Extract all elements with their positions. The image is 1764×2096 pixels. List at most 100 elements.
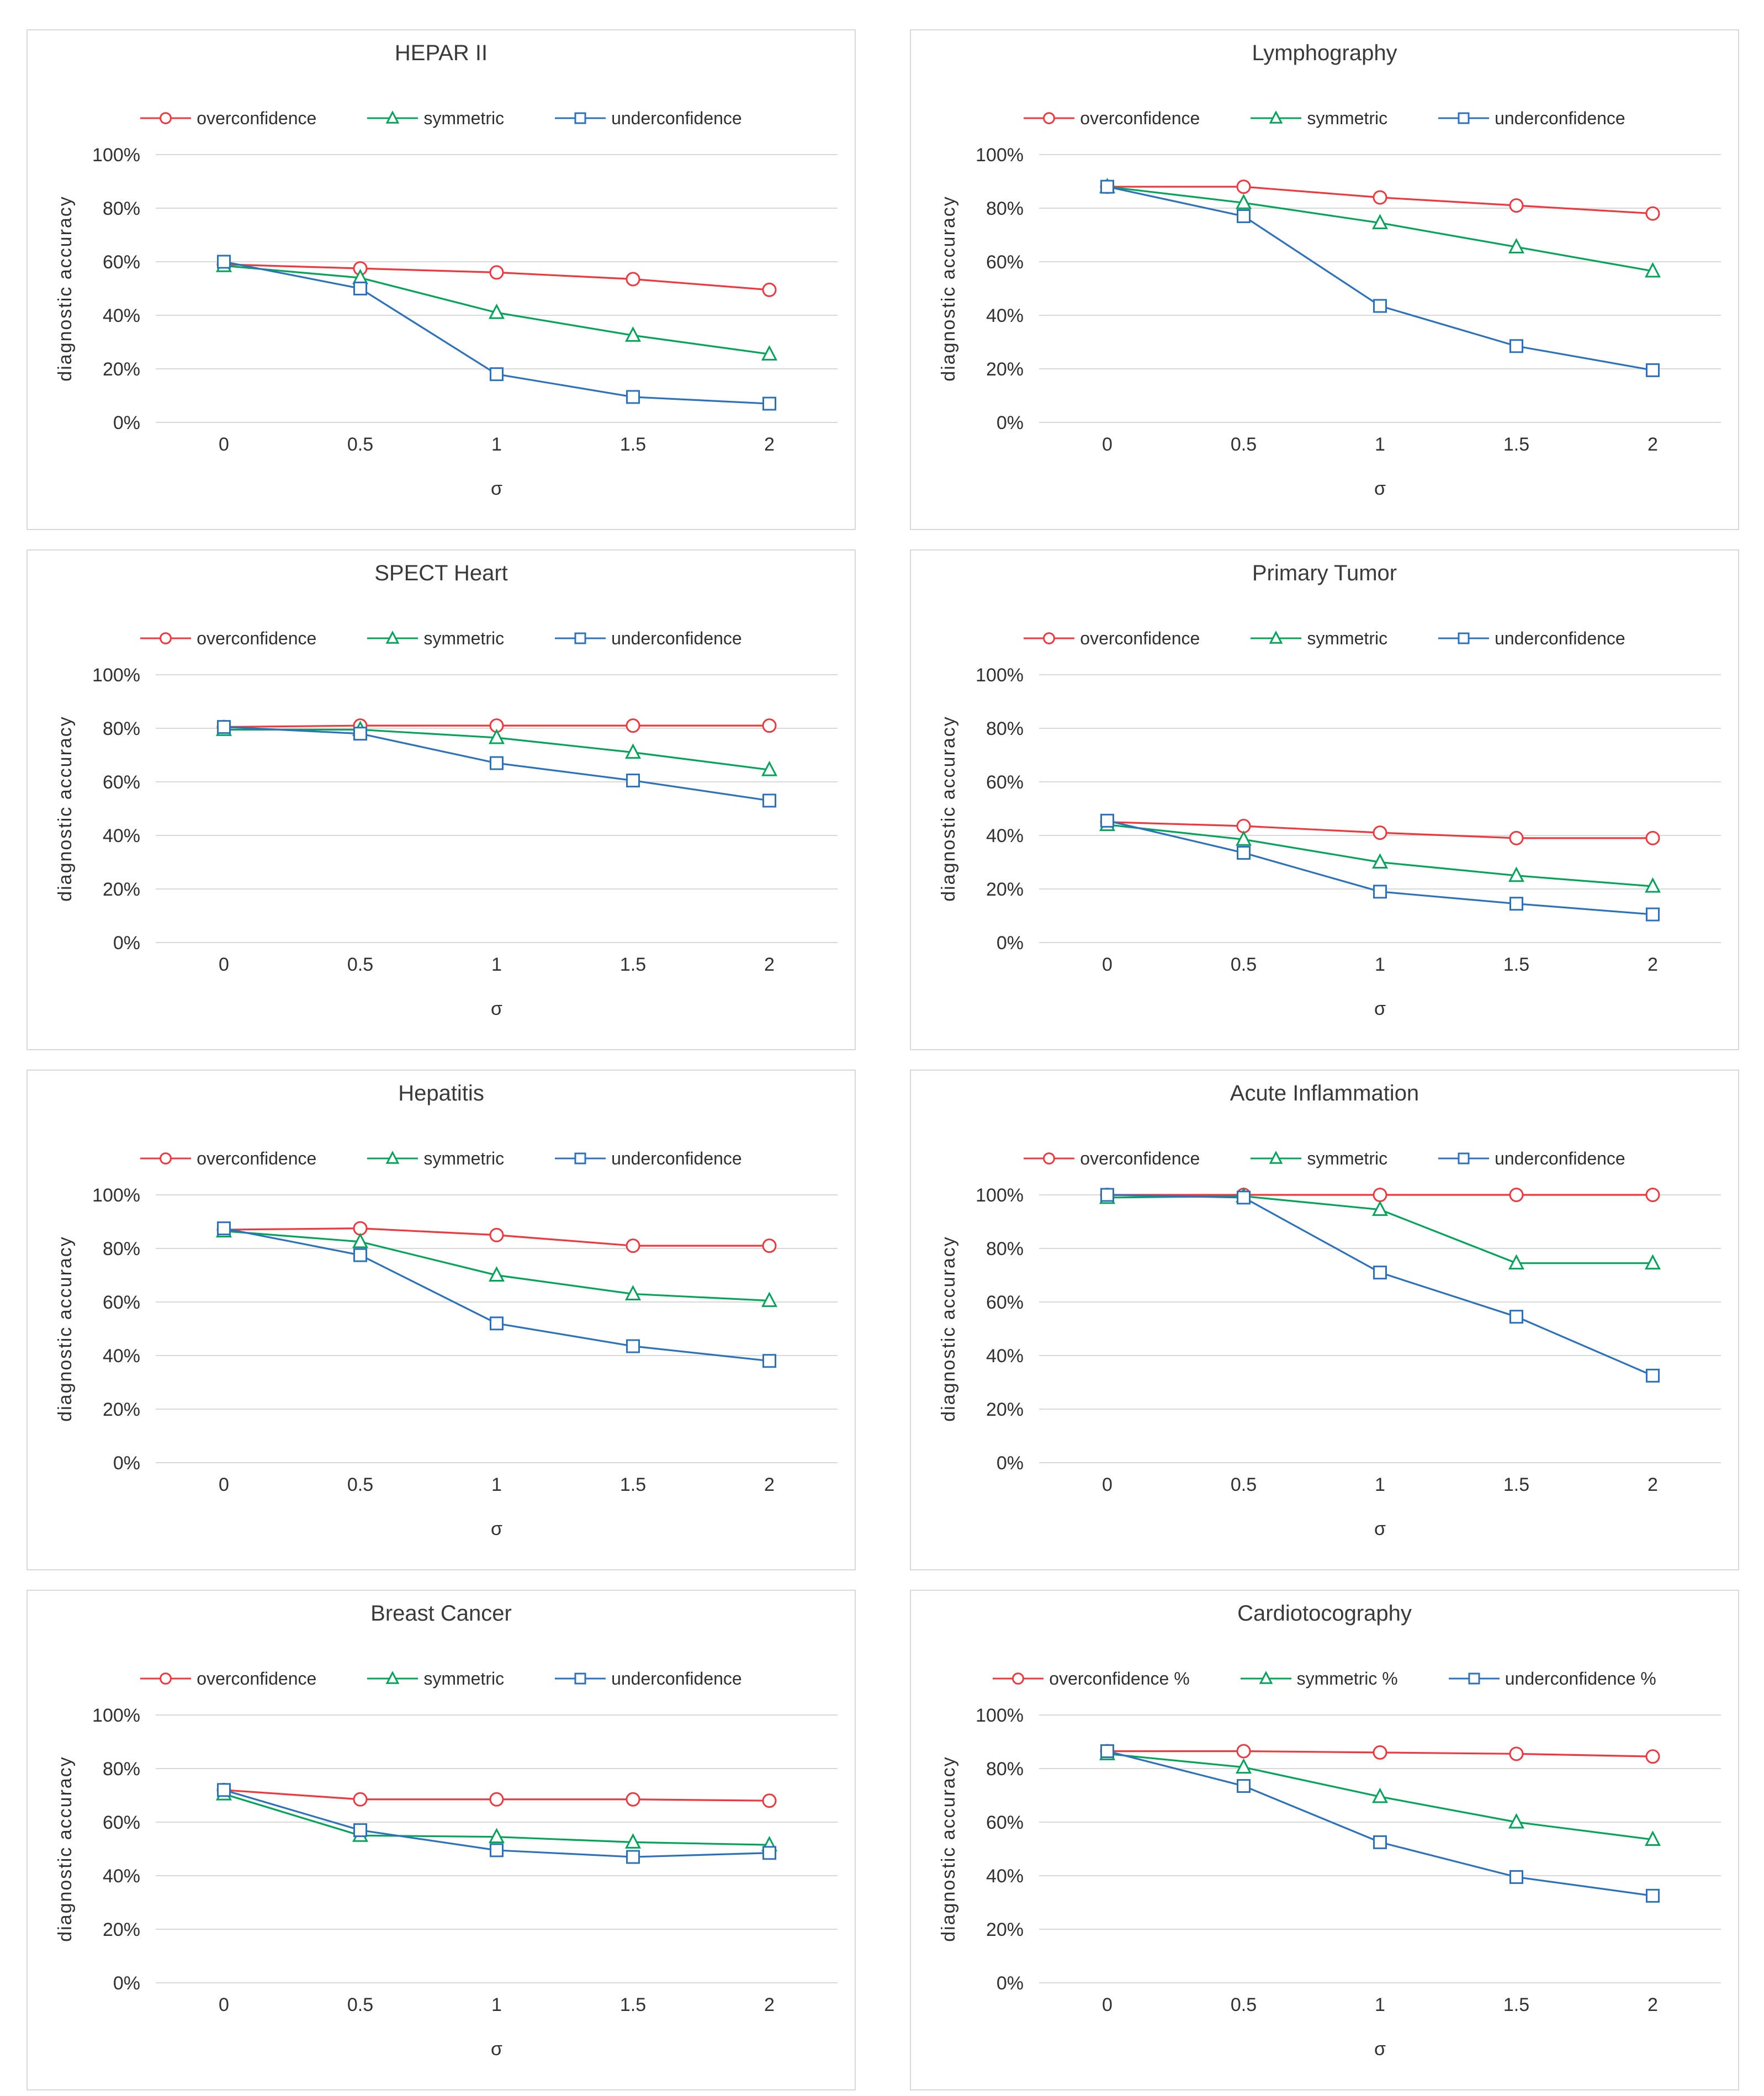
circle-marker-icon (762, 282, 777, 297)
circle-marker-icon (1509, 1746, 1524, 1761)
y-tick-label: 0% (113, 1973, 140, 1994)
plot-area: 100% 80% 60% 40% 20% 0% diagnostic accuracy 0 0.… (938, 1185, 1721, 1539)
legend-swatch (1024, 1152, 1075, 1165)
x-tick-label: 0 (1102, 954, 1113, 975)
legend-label: overconfidence (197, 1668, 317, 1689)
triangle-marker-icon (1372, 1200, 1388, 1216)
legend-label: overconfidence (197, 1148, 317, 1168)
triangle-marker-icon (352, 1232, 368, 1248)
square-marker-icon (1468, 1672, 1480, 1685)
x-axis-title: σ (1374, 1518, 1386, 1539)
square-marker-icon (1646, 907, 1660, 922)
y-tick-label: 60% (103, 1292, 140, 1313)
series-square (217, 255, 776, 411)
chart-legend: overconfidence % symmetric % underconfiden… (911, 1669, 1738, 1689)
triangle-marker-icon (625, 326, 641, 342)
chart-panel-hepatitis: Hepatitis overconfidence symmetric undercon… (27, 1070, 856, 1570)
square-marker-icon (626, 1850, 640, 1864)
triangle-marker-icon (625, 1833, 641, 1849)
y-tick-label: 80% (103, 1238, 140, 1259)
legend-label: underconfidence (611, 628, 742, 648)
legend-item-triangle: symmetric (1251, 628, 1387, 649)
circle-marker-icon (1043, 112, 1056, 124)
legend-swatch (555, 1672, 606, 1685)
y-tick-label: 0% (113, 412, 140, 433)
circle-marker-icon (1373, 825, 1387, 840)
x-axis-title: σ (491, 1518, 502, 1539)
circle-marker-icon (1236, 179, 1251, 194)
legend-label: underconfidence (1495, 108, 1625, 128)
y-tick-label: 60% (103, 772, 140, 793)
series-square (1100, 179, 1660, 377)
legend-swatch (1438, 632, 1490, 644)
circle-marker-icon (160, 112, 172, 124)
legend-swatch (1438, 1152, 1490, 1165)
legend-swatch (1240, 1671, 1291, 1684)
square-marker-icon (1373, 299, 1387, 313)
series-square (217, 720, 776, 808)
legend-item-triangle: symmetric % (1240, 1669, 1398, 1689)
x-tick-label: 1 (1375, 434, 1385, 455)
x-tick-label: 0.5 (347, 434, 373, 455)
x-tick-label: 2 (1648, 954, 1658, 975)
series-square (1100, 1188, 1660, 1383)
legend-item-square: underconfidence (555, 628, 742, 649)
chart-title: SPECT Heart (374, 561, 508, 585)
x-tick-label: 0 (219, 434, 229, 455)
y-tick-label: 0% (113, 1453, 140, 1474)
circle-marker-icon (1509, 830, 1524, 845)
legend-item-triangle: symmetric (367, 628, 504, 649)
y-tick-label: 80% (986, 718, 1024, 739)
x-tick-label: 0 (219, 954, 229, 975)
x-tick-label: 1.5 (1503, 434, 1529, 455)
y-tick-label: 40% (103, 305, 140, 326)
square-marker-icon (626, 390, 640, 404)
square-marker-icon (1237, 1779, 1251, 1793)
x-tick-label: 2 (1648, 1474, 1658, 1495)
y-tick-label: 0% (997, 1973, 1024, 1994)
series-line (1107, 1194, 1654, 1377)
legend-label: overconfidence (197, 628, 317, 648)
y-tick-label: 0% (113, 933, 140, 954)
legend-label: symmetric (423, 108, 505, 128)
triangle-marker-icon (1372, 214, 1388, 230)
circle-marker-icon (1645, 1188, 1660, 1202)
y-tick-label: 80% (986, 198, 1024, 219)
series-square (217, 1783, 776, 1864)
series-circle (216, 1782, 777, 1808)
x-tick-label: 0 (219, 1994, 229, 2015)
series-triangle (1099, 816, 1661, 893)
legend-item-circle: overconfidence (140, 1669, 316, 1689)
x-tick-label: 1 (1375, 1474, 1385, 1495)
chart-panel-acute-inflammation: Acute Inflammation overconfidence symmetri… (910, 1070, 1739, 1570)
y-axis-title: diagnostic accuracy (55, 716, 76, 902)
square-marker-icon (353, 727, 367, 741)
x-tick-label: 0.5 (1231, 954, 1257, 975)
chart-panel-hepar-ii: HEPAR II overconfidence symmetric underconf… (27, 29, 856, 530)
legend-item-triangle: symmetric (1251, 1148, 1387, 1169)
square-marker-icon (217, 720, 231, 734)
legend-swatch (1251, 110, 1302, 124)
legend-swatch (140, 1672, 192, 1685)
y-tick-label: 60% (986, 1292, 1024, 1313)
legend-swatch (1024, 632, 1075, 644)
x-tick-label: 0.5 (347, 954, 373, 975)
triangle-marker-icon (1508, 866, 1524, 882)
square-marker-icon (574, 112, 586, 124)
legend-item-circle: overconfidence (140, 628, 316, 649)
triangle-marker-icon (1372, 853, 1388, 869)
circle-marker-icon (626, 1792, 640, 1807)
square-marker-icon (1100, 1744, 1114, 1758)
legend-swatch (1251, 631, 1302, 644)
x-tick-label: 1.5 (1503, 954, 1529, 975)
x-tick-label: 2 (764, 954, 775, 975)
square-marker-icon (1458, 1152, 1470, 1165)
y-tick-label: 40% (103, 1346, 140, 1367)
y-tick-label: 80% (103, 198, 140, 219)
series-square (1100, 813, 1660, 922)
x-axis-title: σ (491, 478, 502, 499)
legend-item-triangle: symmetric (367, 1669, 504, 1689)
y-tick-label: 100% (976, 1185, 1024, 1206)
legend-label: underconfidence (1495, 628, 1625, 648)
triangle-marker-icon (1372, 1787, 1388, 1803)
